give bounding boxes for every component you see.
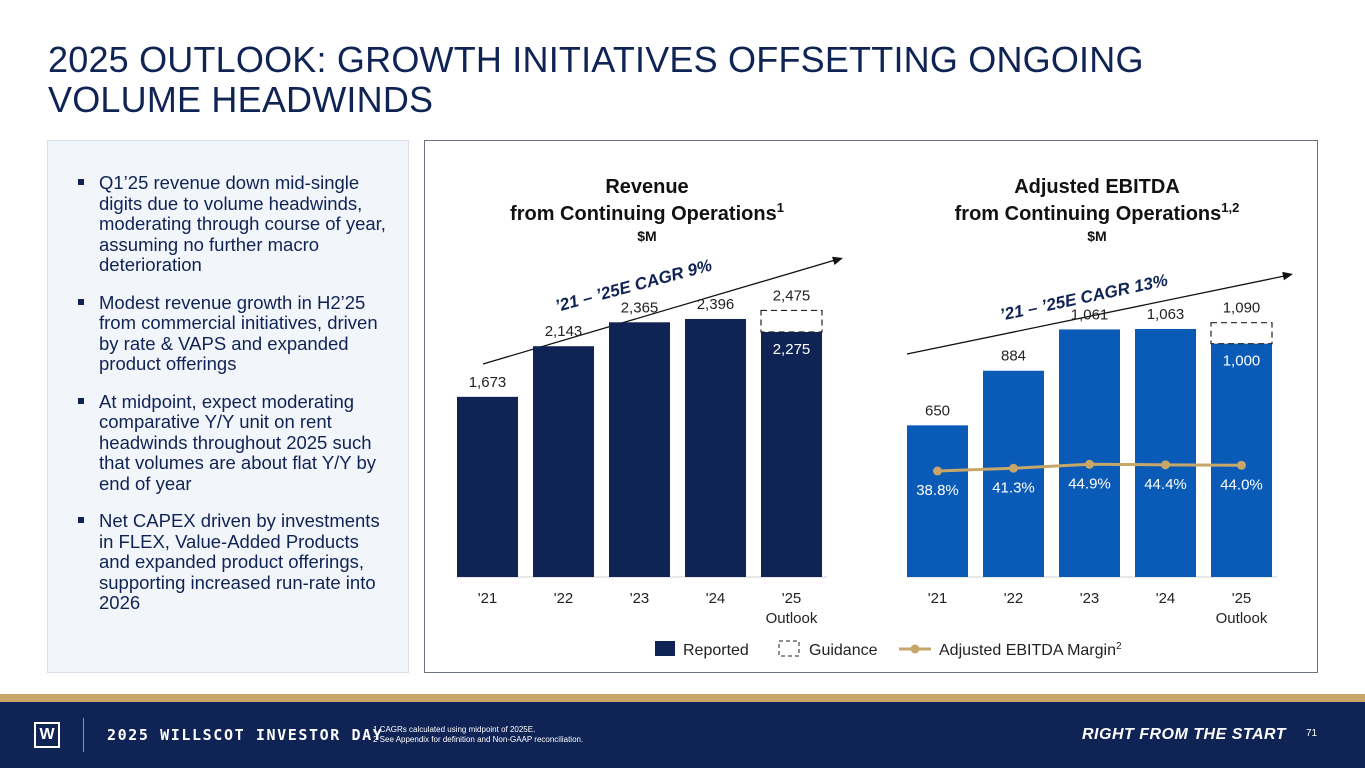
revenue-unit: $M — [637, 228, 656, 244]
revenue-x-tick-label: '21 — [478, 590, 498, 607]
willscot-logo: W — [34, 722, 60, 748]
margin-point — [1009, 463, 1018, 473]
ebitda-x-tick-sublabel: Outlook — [1216, 610, 1268, 627]
revenue-cagr-arrowhead — [832, 256, 843, 265]
footnote-2: 2 See Appendix for definition and Non-GA… — [373, 735, 584, 744]
ebitda-guidance-box — [1210, 322, 1273, 345]
revenue-x-tick-sublabel: Outlook — [766, 610, 818, 627]
revenue-value-label: 2,396 — [697, 296, 735, 313]
revenue-bar — [457, 396, 518, 577]
ebitda-bar — [1059, 329, 1120, 577]
chart-legend: Reported Guidance Adjusted EBITDA Margin… — [655, 640, 1122, 659]
margin-label: 44.9% — [1068, 475, 1111, 492]
revenue-value-label: 2,143 — [545, 323, 583, 340]
legend-margin-label: Adjusted EBITDA Margin2 — [939, 641, 1122, 659]
bullet-item: Q1’25 revenue down mid-single digits due… — [78, 172, 388, 276]
key-points-list: Q1’25 revenue down mid-single digits due… — [48, 141, 408, 614]
legend-reported-swatch — [655, 641, 675, 656]
revenue-guidance-label: 2,475 — [773, 287, 811, 304]
revenue-value-label: 1,673 — [469, 374, 507, 391]
footnotes: 1 CAGRs calculated using midpoint of 202… — [373, 725, 583, 745]
footer-accent-line — [0, 694, 1365, 702]
bullet-item: Modest revenue growth in H2’25 from comm… — [78, 292, 388, 375]
ebitda-guidance-label: 1,090 — [1223, 300, 1261, 317]
tagline: RIGHT FROM THE START — [1082, 726, 1287, 743]
ebitda-x-tick-label: '24 — [1156, 590, 1176, 607]
ebitda-bar — [1211, 343, 1272, 577]
revenue-bar — [609, 322, 670, 577]
page-number: 71 — [1306, 728, 1318, 739]
ebitda-x-tick-label: '22 — [1004, 590, 1024, 607]
revenue-bar — [761, 332, 822, 577]
ebitda-subtitle: from Continuing Operations1,2 — [955, 200, 1240, 225]
ebitda-cagr-arrowhead — [1282, 271, 1293, 281]
ebitda-unit: $M — [1087, 228, 1106, 244]
footer-divider — [83, 718, 84, 752]
margin-label: 41.3% — [992, 479, 1035, 496]
ebitda-bar — [983, 370, 1044, 577]
margin-label: 44.0% — [1220, 476, 1263, 493]
ebitda-value-label: 1,000 — [1223, 353, 1261, 370]
footer: W 2025 WILLSCOT INVESTOR DAY 1 CAGRs cal… — [0, 702, 1365, 768]
margin-point — [1161, 460, 1170, 470]
ebitda-title: Adjusted EBITDA — [1014, 176, 1180, 198]
revenue-bar — [533, 346, 594, 577]
ebitda-bar — [1135, 328, 1196, 577]
event-name: 2025 WILLSCOT INVESTOR DAY — [107, 726, 384, 744]
revenue-x-tick-label: '23 — [630, 590, 650, 607]
margin-point — [1237, 460, 1246, 470]
revenue-subtitle: from Continuing Operations1 — [510, 200, 784, 225]
ebitda-bar — [907, 425, 968, 577]
ebitda-x-tick-label: '23 — [1080, 590, 1100, 607]
revenue-bar — [685, 318, 746, 577]
revenue-guidance-box — [760, 309, 823, 333]
legend-guidance-label: Guidance — [809, 642, 878, 659]
margin-point — [1085, 459, 1094, 469]
revenue-x-tick-label: '22 — [554, 590, 574, 607]
legend-margin-dot — [910, 644, 920, 654]
revenue-x-tick-label: '24 — [706, 590, 726, 607]
margin-label: 44.4% — [1144, 476, 1187, 493]
ebitda-cagr-arrow — [906, 274, 1288, 355]
bullet-item: At midpoint, expect moderating comparati… — [78, 391, 388, 495]
bullet-item: Net CAPEX driven by investments in FLEX,… — [78, 510, 388, 614]
ebitda-x-tick-label: '21 — [928, 590, 948, 607]
charts-panel: Revenue from Continuing Operations1 $M ’21 … — [424, 140, 1318, 673]
margin-point — [933, 466, 942, 476]
page-title: 2025 OUTLOOK: GROWTH INITIATIVES OFFSETT… — [48, 39, 1144, 120]
revenue-value-label: 2,365 — [621, 299, 659, 316]
ebitda-x-tick-label: '25 — [1232, 590, 1252, 607]
legend-reported-label: Reported — [683, 642, 749, 659]
legend-guidance-swatch — [778, 640, 800, 657]
ebitda-value-label: 884 — [1001, 348, 1026, 365]
margin-label: 38.8% — [916, 482, 959, 499]
revenue-value-label: 2,275 — [773, 341, 811, 358]
revenue-x-tick-label: '25 — [782, 590, 802, 607]
ebitda-value-label: 1,063 — [1147, 306, 1185, 323]
key-points-panel: Q1’25 revenue down mid-single digits due… — [47, 140, 409, 673]
ebitda-value-label: 650 — [925, 402, 950, 419]
footnote-1: 1 CAGRs calculated using midpoint of 202… — [373, 725, 536, 734]
revenue-title: Revenue — [605, 176, 688, 198]
ebitda-value-label: 1,061 — [1071, 306, 1109, 323]
